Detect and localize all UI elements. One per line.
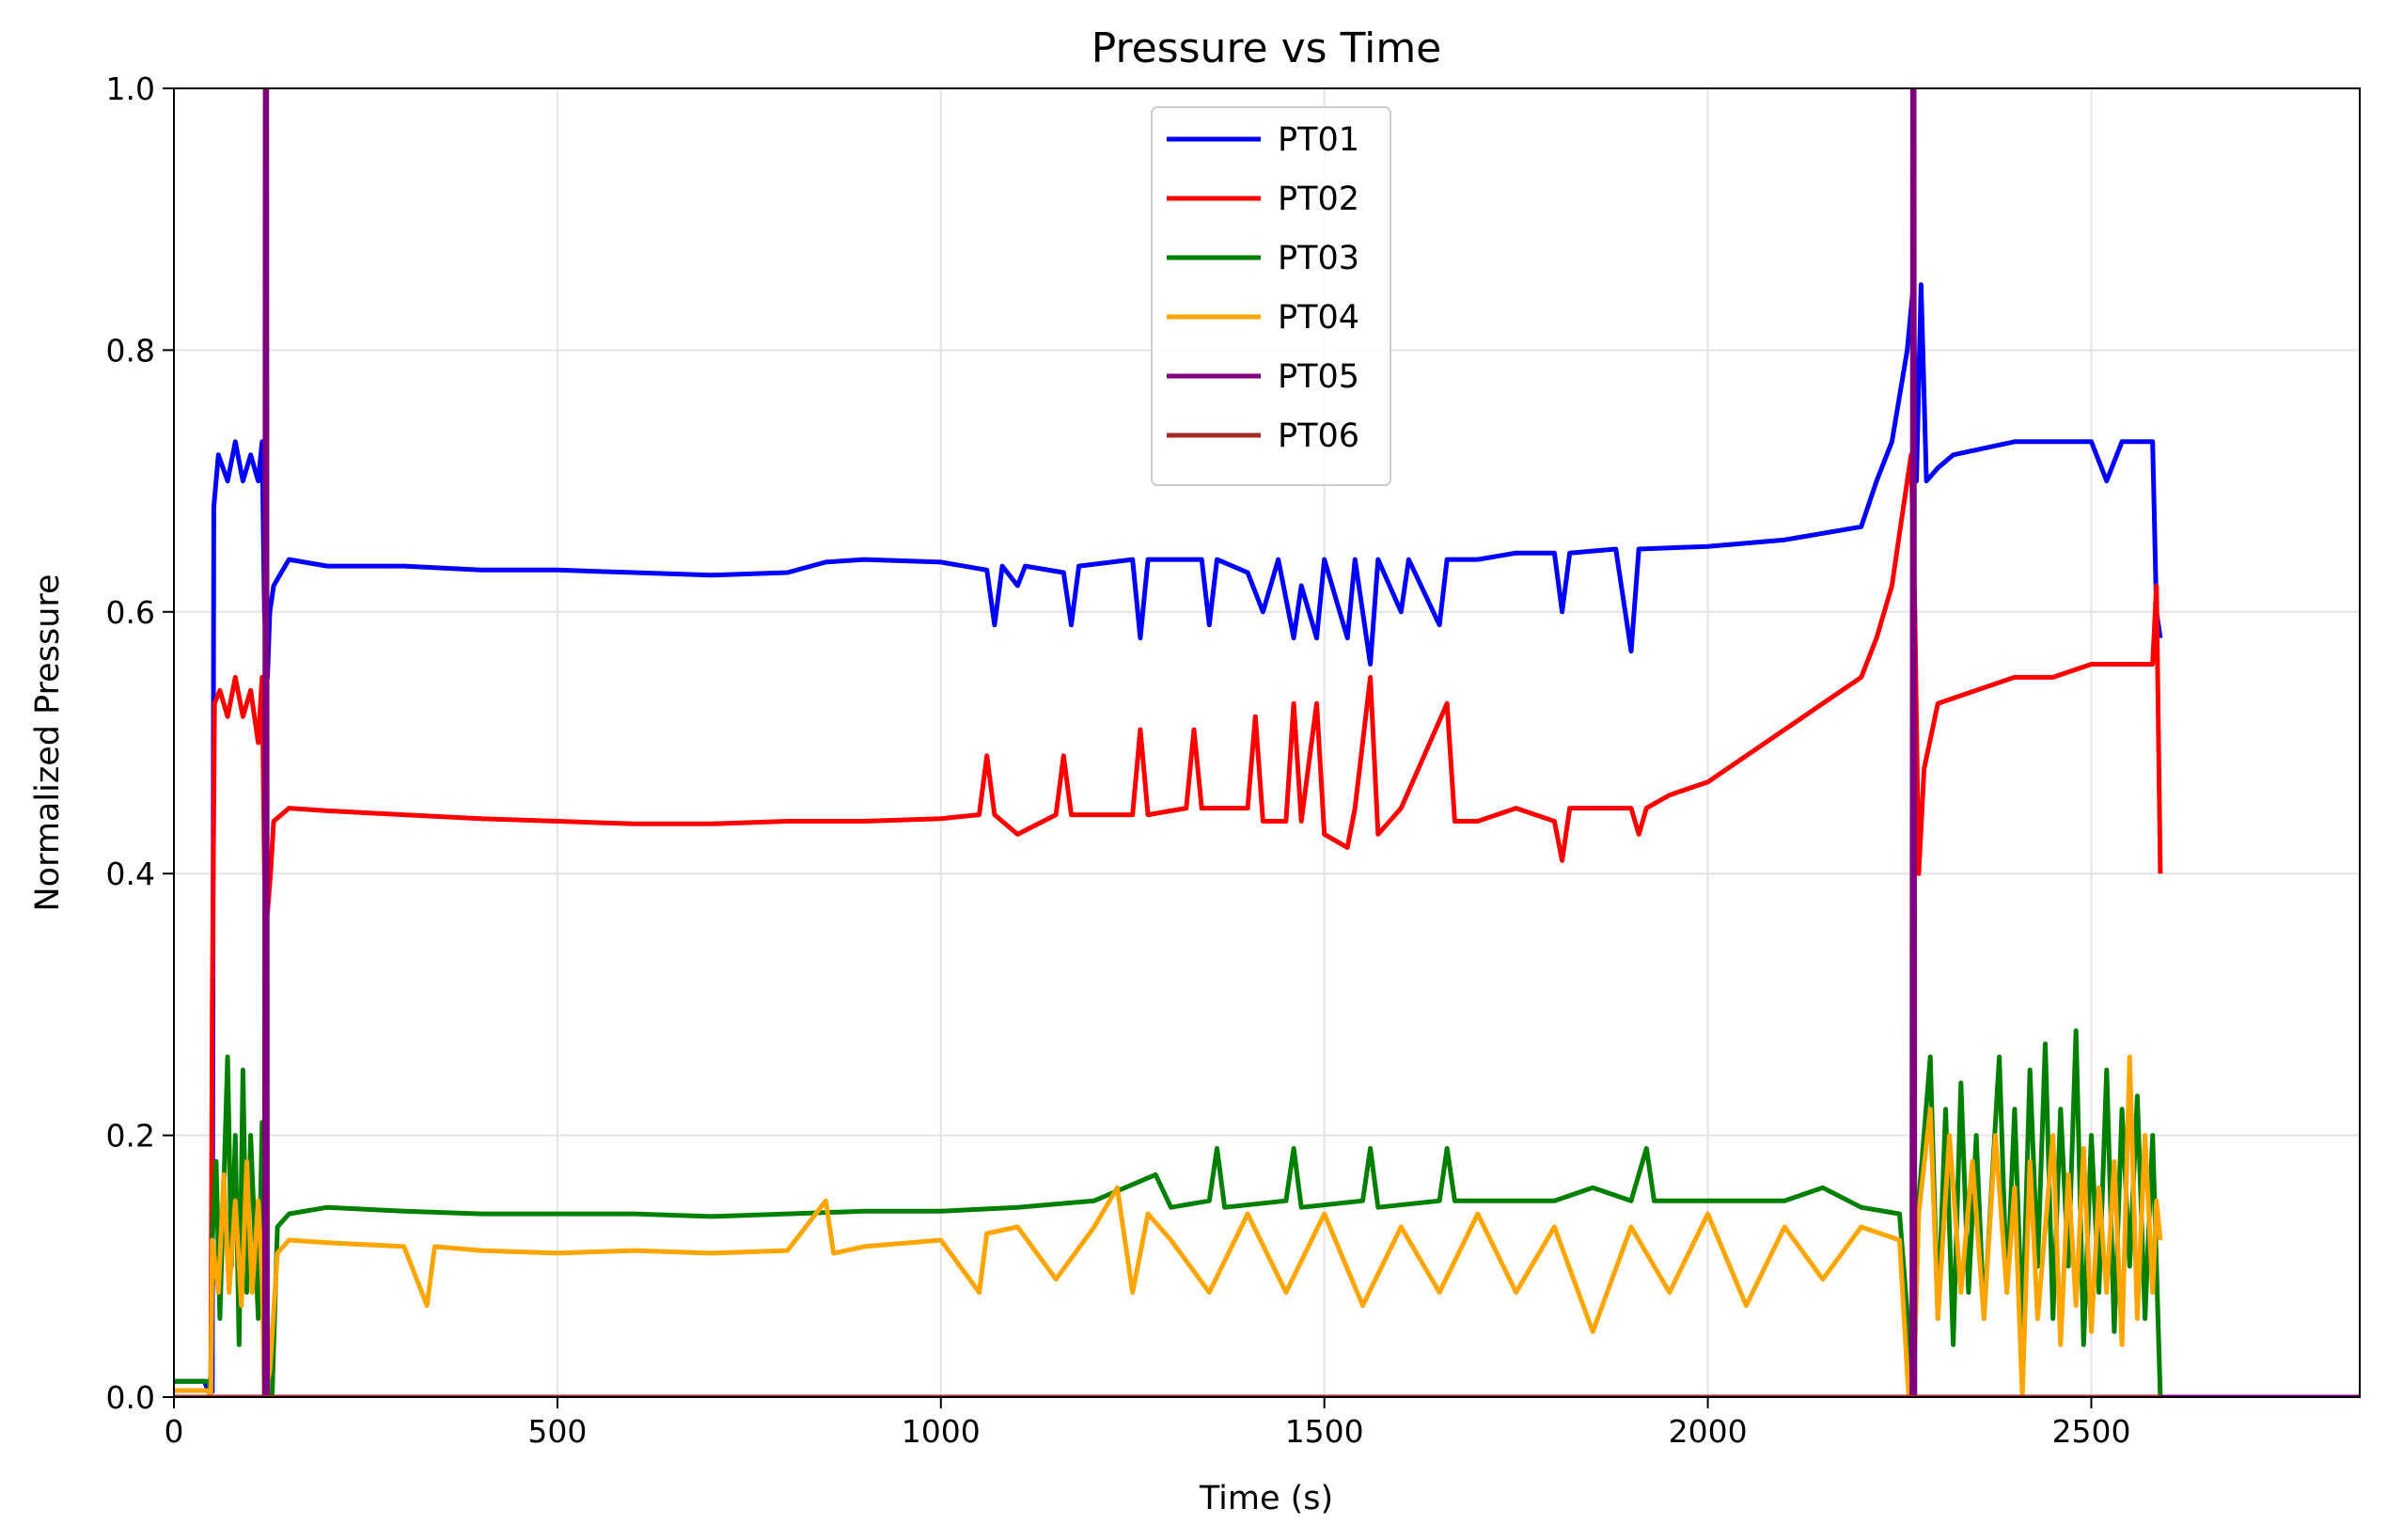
y-tick-label: 0.8 (106, 332, 155, 369)
series-line-pt05 (174, 88, 2360, 1397)
x-tick-label: 500 (527, 1413, 587, 1450)
y-tick-label: 0.4 (106, 856, 155, 892)
legend-label-pt03: PT03 (1278, 240, 1359, 277)
legend-label-pt05: PT05 (1278, 358, 1359, 396)
x-tick-label: 2500 (2051, 1413, 2130, 1450)
y-tick-label: 0.2 (106, 1118, 155, 1155)
legend-box (1151, 106, 1391, 486)
x-tick-label: 1000 (902, 1413, 981, 1450)
y-tick-label: 0.0 (106, 1379, 155, 1416)
y-tick-label: 0.6 (106, 594, 155, 631)
legend-label-pt06: PT06 (1278, 417, 1359, 455)
series-line-pt02 (174, 452, 2163, 1393)
x-tick-label: 0 (165, 1413, 184, 1450)
series-lines (174, 88, 2360, 1397)
legend-label-pt04: PT04 (1278, 299, 1359, 337)
series-line-pt04 (174, 1054, 2163, 1397)
x-tick-label: 2000 (1669, 1413, 1748, 1450)
x-tick-label: 1500 (1285, 1413, 1364, 1450)
y-tick-label: 1.0 (106, 71, 155, 107)
plot-frame (173, 87, 2361, 1398)
y-axis-ticks: 0.0 0.2 0.4 0.6 0.8 1.0 (106, 71, 174, 1416)
y-axis-label: Normalized Pressure (29, 574, 67, 911)
legend-label-pt02: PT02 (1278, 181, 1359, 218)
x-axis-ticks: 0 500 1000 1500 2000 2500 (165, 1397, 2130, 1450)
legend-label-pt01: PT01 (1278, 121, 1359, 159)
x-axis-label: Time (s) (1199, 1480, 1333, 1517)
chart-title: Pressure vs Time (1091, 24, 1442, 72)
series-line-pt01 (174, 282, 2163, 1394)
legend: PT01 PT02 PT03 PT04 PT05 PT06 (1151, 106, 1391, 486)
